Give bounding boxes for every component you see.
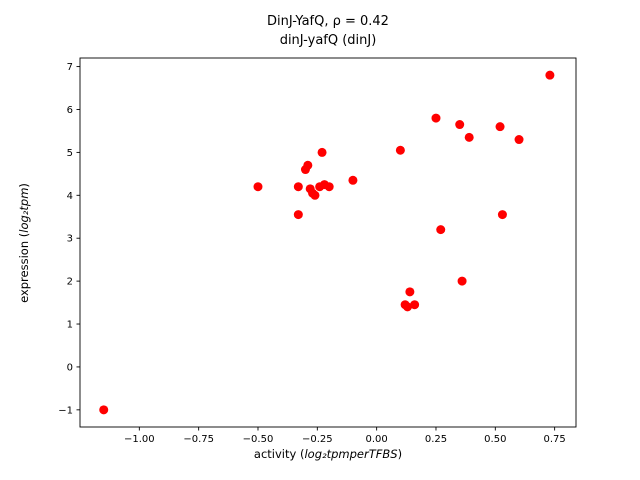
y-axis-label-suffix: ) <box>17 183 31 188</box>
y-tick-label: −1 <box>58 405 73 416</box>
data-point <box>514 135 524 145</box>
y-tick-label: 7 <box>67 62 73 73</box>
plot-spines <box>79 57 577 428</box>
x-tick-label: −0.25 <box>302 434 333 445</box>
data-point <box>464 132 474 142</box>
y-tick-label: 4 <box>67 191 73 202</box>
chart-title: DinJ-YafQ, ρ = 0.42 <box>267 14 389 29</box>
y-axis-label: expression (log₂tpm) <box>17 133 31 353</box>
x-tick-label: 0.25 <box>425 434 447 445</box>
x-tick-label: −0.50 <box>243 434 274 445</box>
data-point <box>253 182 263 192</box>
x-tick-label: −1.00 <box>124 434 155 445</box>
data-point <box>324 182 334 192</box>
y-tick-label: 3 <box>67 234 73 245</box>
data-point <box>317 147 327 157</box>
data-point <box>293 182 303 192</box>
axes-box <box>79 57 577 428</box>
data-point <box>436 225 446 235</box>
y-axis-label-math: log₂tpm <box>17 187 31 233</box>
chart-subtitle: dinJ-yafQ (dinJ) <box>279 33 377 48</box>
y-axis-label-prefix: expression ( <box>17 232 31 303</box>
x-tick-label: 0.00 <box>366 434 388 445</box>
x-tick-label: 0.75 <box>544 434 566 445</box>
x-axis-label-prefix: activity ( <box>253 447 305 461</box>
data-points <box>99 70 555 415</box>
data-point <box>495 122 505 132</box>
data-point <box>348 175 358 185</box>
data-point <box>405 287 415 297</box>
data-point <box>457 276 467 286</box>
data-point <box>455 120 465 130</box>
data-point <box>310 190 320 200</box>
x-axis-label-suffix: ) <box>397 447 403 461</box>
x-axis-label-math: log₂tpmperTFBS <box>304 447 398 461</box>
data-point <box>395 145 405 155</box>
x-tick-label: 0.50 <box>484 434 506 445</box>
data-point <box>303 160 313 170</box>
data-point <box>99 405 109 415</box>
data-point <box>293 210 303 220</box>
y-tick-label: 2 <box>67 277 73 288</box>
y-tick-label: 6 <box>67 105 73 116</box>
y-tick-label: 1 <box>67 320 73 331</box>
data-point <box>497 210 507 220</box>
y-tick-label: 0 <box>67 362 73 373</box>
x-axis-ticks: −1.00 −0.75 −0.50 −0.25 0.00 0.25 0.50 0.75 <box>124 427 566 445</box>
x-tick-label: −0.75 <box>183 434 214 445</box>
y-tick-label: 5 <box>67 148 73 159</box>
data-point <box>410 300 420 310</box>
y-axis-ticks: −1 0 1 2 3 4 5 6 7 <box>58 62 80 416</box>
data-point <box>431 113 441 123</box>
data-point <box>545 70 555 80</box>
x-axis-label: activity (log₂tpmperTFBS) <box>80 447 576 461</box>
data-point <box>403 302 413 312</box>
